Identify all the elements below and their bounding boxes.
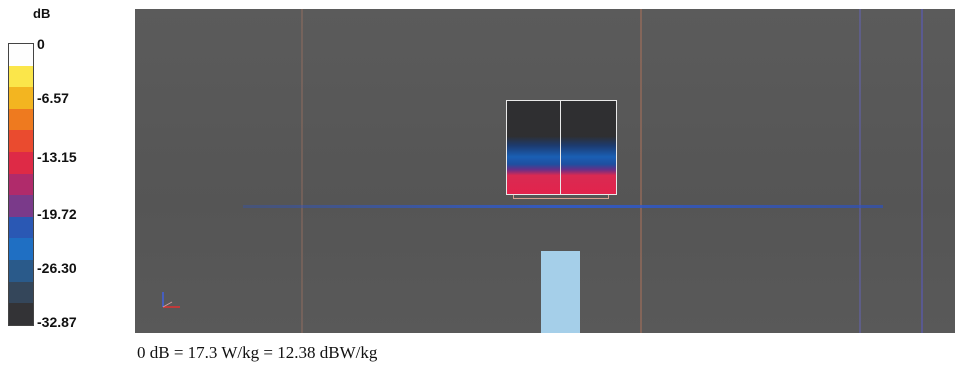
colorbar-unit-label: dB	[33, 6, 51, 21]
colorbar-segment	[9, 65, 33, 88]
colorbar-tick-label: -32.87	[37, 314, 77, 330]
scan-line-horizontal	[243, 205, 883, 208]
normalization-caption: 0 dB = 17.3 W/kg = 12.38 dBW/kg	[137, 343, 378, 362]
axis-triad-icon	[162, 292, 180, 308]
colorbar-segment	[9, 152, 33, 174]
colorbar-segment	[9, 173, 33, 196]
phantom-box	[506, 100, 617, 195]
grid-line-vertical	[859, 9, 861, 333]
antenna-block	[541, 251, 580, 333]
grid-line-vertical	[301, 9, 303, 333]
grid-line-vertical	[640, 9, 642, 333]
colorbar-segment	[9, 303, 33, 325]
colorbar-tick-label: 0	[37, 36, 45, 52]
colorbar-segment	[9, 216, 33, 239]
grid-line-vertical	[921, 9, 923, 333]
phantom-base	[513, 195, 609, 199]
colorbar-segment	[9, 108, 33, 131]
colorbar-tick-label: -19.72	[37, 206, 77, 222]
colorbar-segment	[9, 44, 33, 66]
colorbar	[8, 43, 34, 326]
colorbar-tick-label: -26.30	[37, 260, 77, 276]
colorbar-segment	[9, 87, 33, 109]
colorbar-segment	[9, 130, 33, 153]
phantom-divider	[560, 101, 561, 194]
sar-3d-viewport[interactable]	[135, 9, 955, 333]
colorbar-segment	[9, 238, 33, 261]
colorbar-tick-label: -13.15	[37, 149, 77, 165]
colorbar-segment	[9, 195, 33, 217]
colorbar-tick-label: -6.57	[37, 90, 69, 106]
colorbar-segment	[9, 281, 33, 304]
colorbar-segment	[9, 260, 33, 282]
